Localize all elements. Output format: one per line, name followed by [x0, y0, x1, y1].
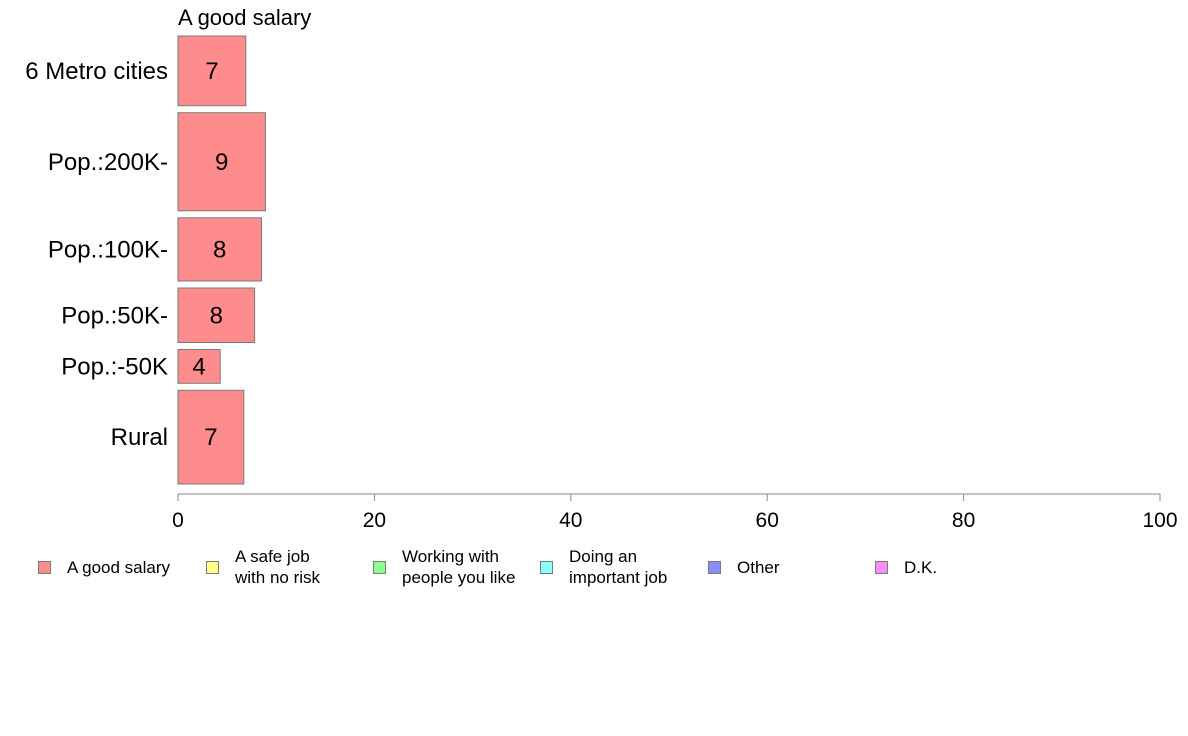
legend-item-safe-job: A safe job with no risk [206, 545, 320, 589]
category-label: Pop.:200K- [48, 149, 168, 176]
category-label: Pop.:100K- [48, 236, 168, 263]
legend-item-important-job: Doing an important job [540, 545, 667, 589]
legend: A good salary A safe job with no risk Wo… [38, 545, 1158, 595]
category-label: 6 Metro cities [25, 58, 168, 85]
category-label: Pop.:-50K [61, 353, 168, 380]
legend-swatch-dk [875, 560, 888, 574]
legend-swatch-important-job [540, 560, 553, 574]
bar-value-label: 9 [215, 149, 228, 176]
bar-value-label: 4 [192, 353, 205, 380]
legend-item-dk: D.K. [875, 545, 937, 589]
x-tick-label: 0 [172, 509, 184, 532]
legend-item-good-salary: A good salary [38, 545, 170, 589]
bar [177, 217, 262, 282]
bar [177, 35, 247, 107]
legend-label-dk: D.K. [904, 557, 938, 577]
legend-item-working-with-people: Working with people you like [373, 545, 515, 589]
bars-layer: 7 6 Metro cities 9 Pop.:200K- 8 Pop.:100K- 8 Po… [25, 35, 266, 485]
panel-title: A good salary [178, 5, 311, 30]
legend-label-safe-job: A safe job with no risk [235, 547, 321, 587]
legend-label-other: Other [737, 557, 780, 577]
bar [177, 349, 221, 384]
bar [177, 287, 256, 343]
bar-value-label: 7 [205, 58, 218, 85]
category-label: Pop.:50K- [61, 302, 168, 329]
bar-value-label: 8 [210, 302, 223, 329]
legend-label-good-salary: A good salary [67, 557, 171, 577]
x-tick-label: 40 [559, 509, 582, 532]
legend-label-important-job: Doing an important job [569, 547, 668, 587]
category-label: Rural [111, 424, 168, 451]
legend-item-other: Other [708, 545, 780, 589]
legend-swatch-good-salary [38, 560, 51, 574]
bar [177, 112, 266, 212]
x-tick-label: 100 [1142, 509, 1177, 532]
bar-value-label: 7 [204, 424, 217, 451]
x-tick-label: 60 [756, 509, 779, 532]
bar [177, 389, 245, 485]
legend-swatch-safe-job [206, 560, 219, 574]
x-axis: 0 20 40 60 80 100 [172, 493, 1178, 532]
legend-swatch-working-with-people [373, 560, 386, 574]
legend-swatch-other [708, 560, 721, 574]
bar-value-label: 8 [213, 236, 226, 263]
legend-label-working-with-people: Working with people you like [402, 547, 516, 587]
chart-svg: A good salary 7 6 Metro cities 9 Pop.:200K-… [25, 5, 1178, 532]
x-tick-label: 80 [952, 509, 975, 532]
x-tick-label: 20 [363, 509, 386, 532]
